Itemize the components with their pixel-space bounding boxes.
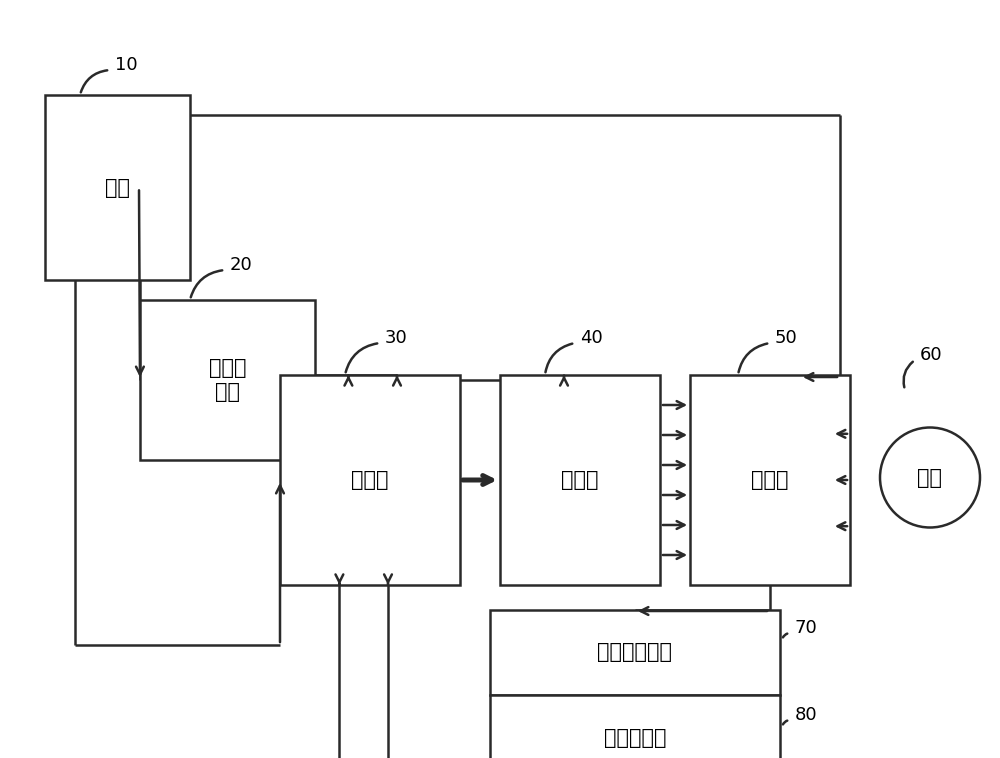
Text: 过温保护电路: 过温保护电路 xyxy=(598,643,672,662)
Text: 电机: 电机 xyxy=(918,468,942,487)
Text: 逆变器: 逆变器 xyxy=(751,470,789,490)
Bar xyxy=(280,375,460,585)
Bar xyxy=(490,610,780,695)
Text: 80: 80 xyxy=(795,706,818,724)
Text: 50: 50 xyxy=(775,329,798,347)
Text: 电流传感器: 电流传感器 xyxy=(604,728,666,747)
Bar xyxy=(140,300,315,460)
Circle shape xyxy=(880,428,980,528)
Text: 10: 10 xyxy=(115,56,138,74)
Text: 驱动器: 驱动器 xyxy=(561,470,599,490)
Bar xyxy=(490,695,780,758)
Text: 70: 70 xyxy=(795,619,818,637)
Bar xyxy=(500,375,660,585)
Text: 电源管
理器: 电源管 理器 xyxy=(209,358,246,402)
Bar xyxy=(690,375,850,585)
Text: 20: 20 xyxy=(230,256,253,274)
Text: 40: 40 xyxy=(580,329,603,347)
Text: 30: 30 xyxy=(385,329,408,347)
Text: 电池: 电池 xyxy=(105,177,130,198)
Bar xyxy=(45,95,190,280)
Text: 控制器: 控制器 xyxy=(351,470,389,490)
Text: 60: 60 xyxy=(920,346,943,364)
